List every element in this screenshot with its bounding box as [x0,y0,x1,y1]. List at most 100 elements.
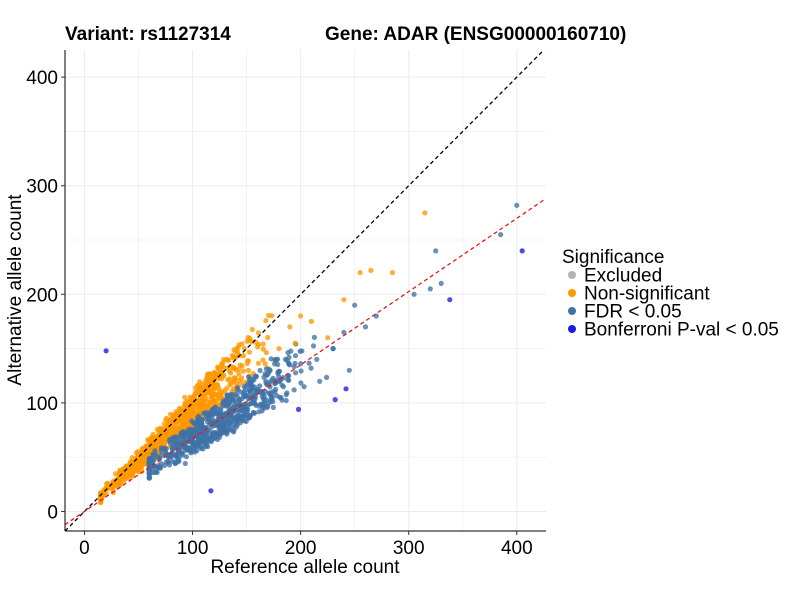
legend-label: Non-significant [584,284,710,305]
point-fdr-0-05 [284,357,290,363]
point-non-significant [193,385,199,391]
point-fdr-0-05 [158,461,164,467]
point-fdr-0-05 [214,406,221,412]
point-non-significant [263,318,269,324]
point-fdr-0-05 [146,474,152,480]
point-non-significant [231,365,237,371]
point-fdr-0-05 [216,434,223,440]
point-non-significant [236,342,242,348]
x-tick-label: 300 [393,538,425,559]
point-fdr-0-05 [192,440,198,446]
point-non-significant [255,330,262,336]
point-fdr-0-05 [346,367,352,373]
point-non-significant [222,387,228,393]
point-fdr-0-05 [297,348,303,354]
point-fdr-0-05 [204,442,210,448]
point-fdr-0-05 [213,430,219,436]
point-fdr-0-05 [197,436,203,443]
point-fdr-0-05 [253,374,259,380]
point-fdr-0-05 [270,404,276,410]
point-fdr-0-05 [183,431,189,437]
point-fdr-0-05 [222,401,228,407]
point-fdr-0-05 [224,416,231,422]
point-non-significant [265,334,271,341]
point-non-significant [287,324,293,330]
point-fdr-0-05 [209,431,215,437]
point-non-significant [226,357,232,363]
point-non-significant [236,371,242,377]
point-non-significant [191,393,197,399]
point-non-significant [389,270,396,276]
point-fdr-0-05 [231,417,237,423]
point-non-significant [167,411,174,417]
point-non-significant [246,337,252,343]
point-fdr-0-05 [285,350,291,356]
point-fdr-0-05 [411,291,417,297]
x-axis-label: Reference allele count [210,557,400,578]
point-fdr-0-05 [308,365,314,371]
point-non-significant [231,379,237,385]
point-fdr-0-05 [241,411,247,417]
point-non-significant [235,348,241,354]
point-fdr-0-05 [276,368,282,374]
point-fdr-0-05 [261,393,267,399]
point-fdr-0-05 [498,232,504,238]
gridlines [65,50,546,531]
point-non-significant [220,364,226,370]
point-fdr-0-05 [233,391,239,397]
point-fdr-0-05 [180,452,186,458]
point-non-significant [210,371,216,378]
reference-lines [65,50,546,531]
point-fdr-0-05 [189,446,195,452]
point-non-significant [216,376,222,382]
x-tick-label: 100 [177,538,209,559]
point-non-significant [197,379,203,385]
legend-key [568,325,576,333]
point-non-significant [202,382,208,388]
y-tick-label: 300 [26,177,58,198]
point-fdr-0-05 [243,392,249,398]
point-non-significant [139,458,145,464]
point-fdr-0-05 [438,280,444,286]
point-non-significant [198,403,204,409]
point-fdr-0-05 [248,400,254,406]
point-fdr-0-05 [204,428,210,434]
point-non-significant [209,391,215,397]
chart-title-variant: Variant: rs1127314 [65,24,231,45]
point-fdr-0-05 [306,360,312,366]
point-non-significant [161,421,167,427]
point-non-significant [211,377,217,383]
point-fdr-0-05 [170,458,176,464]
point-fdr-0-05 [247,414,253,420]
point-non-significant [236,366,242,372]
point-non-significant [150,439,156,445]
point-fdr-0-05 [284,390,290,396]
point-fdr-0-05 [182,444,188,450]
point-fdr-0-05 [176,437,182,443]
point-non-significant [155,436,161,443]
point-non-significant [179,418,185,424]
point-non-significant [217,368,224,374]
point-bonferroni-p-val-0-05 [208,488,214,494]
point-fdr-0-05 [190,420,197,426]
point-fdr-0-05 [218,430,224,437]
point-fdr-0-05 [324,374,330,380]
point-fdr-0-05 [231,429,237,435]
y-tick-label: 0 [47,502,58,523]
point-non-significant [325,335,331,341]
point-fdr-0-05 [166,438,173,444]
legend: Significance ExcludedNon-significantFDR … [562,247,779,341]
point-non-significant [98,494,104,500]
point-non-significant [129,455,135,461]
point-non-significant [357,270,363,276]
point-fdr-0-05 [173,452,179,458]
point-fdr-0-05 [176,442,182,448]
point-fdr-0-05 [251,410,257,416]
point-non-significant [150,431,156,437]
point-fdr-0-05 [264,372,270,378]
y-tick-label: 400 [26,68,58,89]
point-non-significant [308,318,314,324]
point-fdr-0-05 [433,248,439,254]
point-non-significant [140,454,146,460]
point-non-significant [166,430,172,437]
